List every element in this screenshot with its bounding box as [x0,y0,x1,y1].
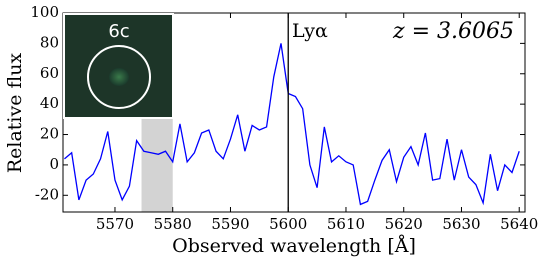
x-tick-label: 5610 [327,215,365,233]
spectrum-line [64,43,520,206]
inset-label: 6c [108,21,129,42]
x-tick-label: 5590 [211,215,249,233]
y-tick-label: 80 [40,33,59,51]
line-label: Lyα [292,20,328,42]
x-tick-label: 5640 [500,215,538,233]
x-tick-label: 5570 [96,215,134,233]
y-tick-label: 20 [40,125,59,143]
y-tick-label: 100 [30,3,59,21]
x-tick-label: 5580 [154,215,192,233]
y-axis-label: Relative flux [4,53,26,174]
y-tick-label: 60 [40,64,59,82]
y-tick-label: 40 [40,94,59,112]
y-tick-label: 0 [49,155,59,173]
x-axis-label: Observed wavelength [Å] [172,235,416,257]
x-tick-label: 5630 [442,215,480,233]
redshift-label: z = 3.6065 [392,19,514,44]
x-tick-label: 5620 [385,215,423,233]
x-tick-label: 5600 [269,215,307,233]
inset: 6c [63,13,174,119]
y-tick-label: -20 [35,185,59,203]
